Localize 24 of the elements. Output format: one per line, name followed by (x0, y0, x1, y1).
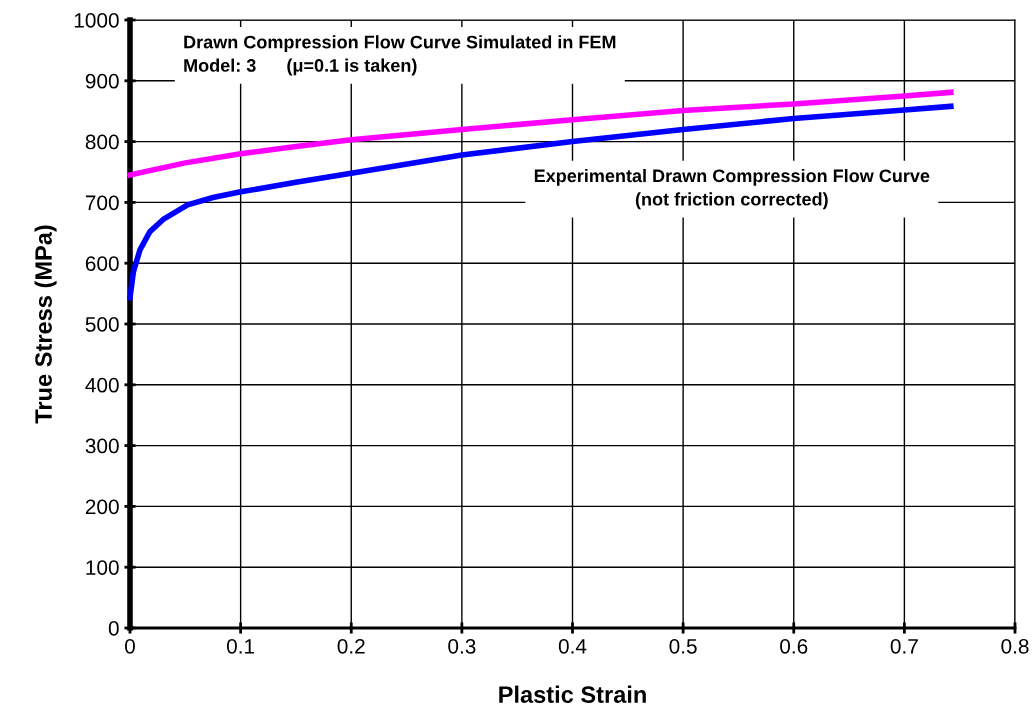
y-axis-title: True Stress (MPa) (34, 225, 57, 424)
y-tick-label: 800 (85, 134, 119, 150)
y-tick-label: 1000 (74, 13, 119, 28)
x-tick-label: 0.4 (558, 638, 587, 654)
x-tick-label: 0 (125, 638, 135, 654)
annotation: Experimental Drawn Compression Flow Curve (not friction corrected) (534, 168, 930, 210)
x-tick-label: 0.6 (780, 638, 808, 654)
y-tick-label: 600 (85, 256, 119, 271)
y-tick-label: 700 (85, 195, 119, 211)
y-tick-label: 500 (85, 317, 119, 332)
x-tick-label: 0.7 (890, 638, 918, 654)
y-tick-label: 100 (86, 560, 119, 575)
y-tick-label: 0 (108, 621, 119, 636)
x-tick-label: 0.3 (448, 638, 476, 654)
y-tick-label: 300 (85, 438, 119, 454)
x-tick-label: 0.2 (337, 638, 365, 654)
x-tick-label: 0.1 (226, 638, 255, 654)
y-tick-label: 200 (85, 499, 119, 515)
x-tick-label: 0.8 (1001, 638, 1029, 654)
x-tick-label: 0.5 (669, 638, 697, 654)
annotation: Drawn Compression Flow Curve Simulated in FEM Model: 3 (μ=0.1 is taken) (184, 35, 616, 76)
y-tick-label: 400 (85, 377, 119, 393)
x-axis-title: Plastic Strain (499, 685, 646, 703)
y-tick-label: 900 (85, 73, 119, 89)
